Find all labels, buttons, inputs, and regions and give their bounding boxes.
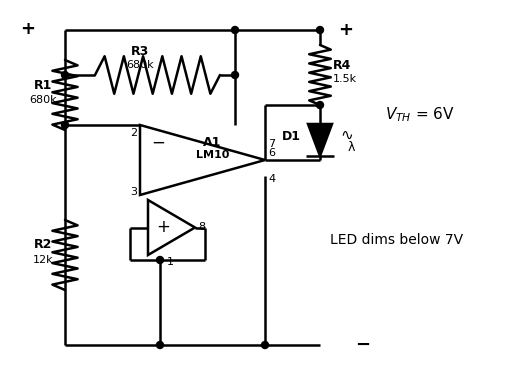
Text: λ: λ bbox=[348, 141, 355, 154]
Text: R1: R1 bbox=[34, 78, 52, 91]
Text: 12k: 12k bbox=[33, 255, 53, 265]
Text: R3: R3 bbox=[131, 45, 149, 58]
Text: 1: 1 bbox=[167, 257, 174, 267]
Text: −: − bbox=[355, 336, 370, 354]
Circle shape bbox=[231, 27, 238, 34]
Text: R4: R4 bbox=[333, 58, 352, 71]
Circle shape bbox=[62, 71, 68, 78]
Text: −: − bbox=[151, 134, 165, 152]
Circle shape bbox=[231, 71, 238, 78]
Text: 8: 8 bbox=[198, 222, 205, 232]
Text: +: + bbox=[20, 20, 35, 38]
Text: 7: 7 bbox=[268, 139, 275, 149]
Text: 680k: 680k bbox=[29, 95, 57, 105]
Text: ∿: ∿ bbox=[340, 128, 353, 142]
Text: +: + bbox=[156, 218, 170, 235]
Circle shape bbox=[317, 27, 323, 34]
Text: 680k: 680k bbox=[126, 60, 154, 70]
Circle shape bbox=[62, 121, 68, 128]
Text: +: + bbox=[338, 21, 353, 39]
Circle shape bbox=[262, 342, 268, 349]
Text: D1: D1 bbox=[282, 130, 301, 142]
Circle shape bbox=[317, 101, 323, 108]
Circle shape bbox=[156, 342, 163, 349]
Polygon shape bbox=[308, 124, 332, 156]
Text: 3: 3 bbox=[130, 187, 137, 197]
Text: 1.5k: 1.5k bbox=[333, 74, 357, 84]
Text: 4: 4 bbox=[268, 174, 275, 184]
Text: $\mathit{V}_{TH}$ = 6V: $\mathit{V}_{TH}$ = 6V bbox=[385, 106, 455, 124]
Text: A1: A1 bbox=[204, 135, 222, 148]
Text: LED dims below 7V: LED dims below 7V bbox=[330, 233, 463, 247]
Text: R2: R2 bbox=[34, 239, 52, 252]
Text: LM10: LM10 bbox=[196, 150, 229, 160]
Circle shape bbox=[156, 256, 163, 263]
Text: 6: 6 bbox=[268, 148, 275, 158]
Text: 2: 2 bbox=[130, 128, 137, 138]
